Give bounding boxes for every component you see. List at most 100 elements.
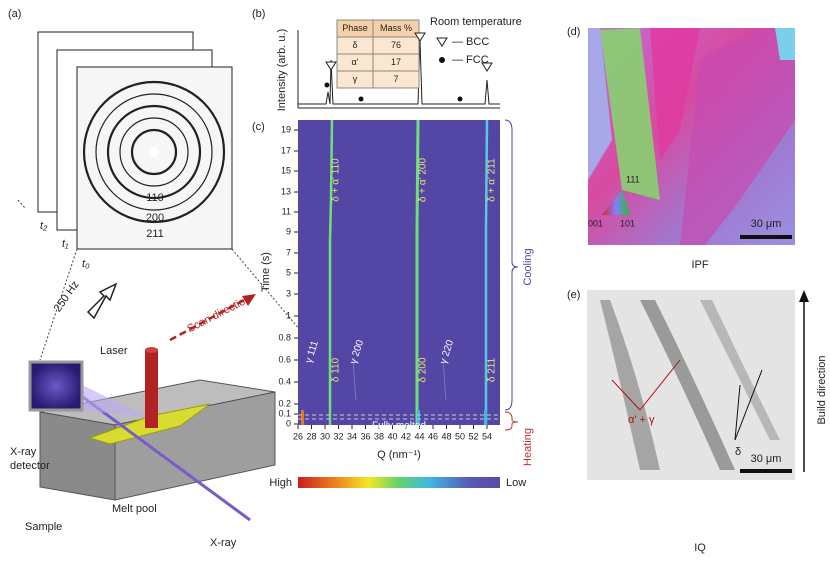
fcc-marker	[325, 83, 330, 88]
panel-label: (e)	[567, 289, 580, 301]
table-value: α'	[352, 57, 359, 67]
panel-label: (d)	[567, 26, 580, 38]
peak-label: δ + α' 211	[487, 158, 498, 202]
peak-label: δ + α' 110	[331, 158, 342, 202]
xray-label: X-ray	[210, 537, 237, 549]
laser-label: Laser	[100, 345, 128, 357]
x-tick-label: 34	[347, 431, 357, 441]
phase-label: α' + γ	[628, 414, 655, 426]
sample-side	[40, 412, 115, 500]
panel-label: (a)	[8, 8, 21, 20]
y-tick-label: 3	[286, 288, 291, 298]
detector-label: detector	[10, 460, 50, 472]
frame-label: t₀	[82, 258, 90, 270]
frequency: 250 Hz	[52, 279, 82, 314]
x-tick-label: 36	[360, 431, 370, 441]
y-tick-label: 0	[286, 418, 291, 428]
ipf-corner: 101	[620, 218, 635, 228]
peak-label: δ + α' 200	[418, 158, 429, 203]
y-tick-label: 0.4	[278, 376, 291, 386]
x-label: Q (nm⁻¹)	[377, 449, 421, 461]
panel-label: (b)	[252, 8, 265, 20]
peak-label: δ 211	[487, 357, 498, 382]
y-label: Intensity (arb. u.)	[276, 29, 288, 112]
scale-bar	[740, 469, 792, 473]
scale-bar	[740, 235, 792, 239]
y-tick-label: 9	[286, 226, 291, 236]
laser-top	[145, 347, 158, 353]
cooling-label: Cooling	[522, 248, 534, 285]
ring-label: 211	[146, 228, 164, 240]
x-tick-label: 26	[293, 431, 303, 441]
y-tick-label: 5	[286, 267, 291, 277]
x-tick-label: 42	[401, 431, 411, 441]
y-tick-label: 17	[281, 145, 291, 155]
caption: IQ	[694, 542, 706, 554]
scan-label: Scan direction	[185, 293, 253, 335]
table-value: 76	[391, 40, 401, 50]
laser-beam	[145, 350, 158, 428]
legend-marker	[439, 57, 445, 63]
legend-marker	[437, 38, 447, 46]
x-tick-label: 38	[374, 431, 384, 441]
ring-label: 110	[146, 192, 164, 204]
detector-label: X-ray	[10, 446, 37, 458]
fcc-marker	[458, 97, 463, 102]
frame-label: t₁	[62, 238, 69, 250]
y-tick-label: 15	[281, 165, 291, 175]
y-tick-label: 0.2	[278, 398, 291, 408]
panel-d: 30 μm 111 001 101 IPF	[588, 28, 795, 271]
cooling-bracket	[505, 120, 518, 410]
sample-label: Sample	[25, 521, 62, 533]
y-tick-label: 13	[281, 186, 291, 196]
colorbar	[298, 477, 500, 488]
detector	[30, 362, 82, 410]
x-tick-label: 44	[414, 431, 424, 441]
build-arrow-head	[799, 290, 809, 302]
ipf-corner: 111	[626, 174, 640, 184]
colorbar-label: Low	[506, 477, 526, 489]
table-value: 17	[391, 57, 401, 67]
x-tick-label: 52	[468, 431, 478, 441]
y-tick-label: 11	[282, 206, 291, 216]
panel-a: 250 Hz Laser Scan direction X-ray detect…	[10, 32, 300, 549]
heating-label: Heating	[522, 428, 534, 466]
x-tick-label: 32	[333, 431, 343, 441]
x-tick-label: 48	[441, 431, 451, 441]
y-tick-label: 0.1	[278, 408, 291, 418]
x-tick-label: 50	[455, 431, 465, 441]
peak-label: δ 110	[331, 357, 342, 382]
legend-entry: — BCC	[452, 36, 489, 48]
y-label: Time (s)	[260, 252, 272, 292]
frame-label: t₂	[40, 220, 48, 232]
colorbar-label: High	[269, 477, 292, 489]
table-header: Mass %	[380, 23, 412, 33]
beam-stop	[149, 147, 159, 157]
bcc-marker	[326, 62, 336, 70]
x-tick-label: 28	[306, 431, 316, 441]
scale-label: 30 μm	[751, 218, 782, 230]
x-tick-label: 46	[428, 431, 438, 441]
table-value: γ	[353, 74, 358, 84]
ring-label: 200	[146, 212, 164, 224]
table-header: Phase	[342, 23, 368, 33]
heatmap	[298, 120, 500, 425]
x-tick-label: 54	[482, 431, 492, 441]
panel-e: α' + γ δ 30 μm IQ Build direction	[587, 290, 828, 554]
legend-title: Room temperature	[430, 16, 522, 28]
peak-label: δ 200	[418, 357, 429, 382]
y-tick-label: 1	[286, 310, 291, 320]
caption: IPF	[691, 259, 708, 271]
legend-entry: — FCC	[452, 54, 489, 66]
figure: (a)(b)(c)(d)(e) 250 Hz Laser Scan direct…	[0, 0, 830, 567]
guide	[18, 200, 25, 208]
melt-pool-label: Melt pool	[112, 503, 157, 515]
delta-label: δ	[735, 446, 741, 458]
heating-signal	[301, 410, 304, 425]
y-tick-label: 19	[281, 124, 291, 134]
build-direction: Build direction	[816, 355, 828, 424]
fcc-marker	[359, 97, 364, 102]
scale-label: 30 μm	[751, 453, 782, 465]
